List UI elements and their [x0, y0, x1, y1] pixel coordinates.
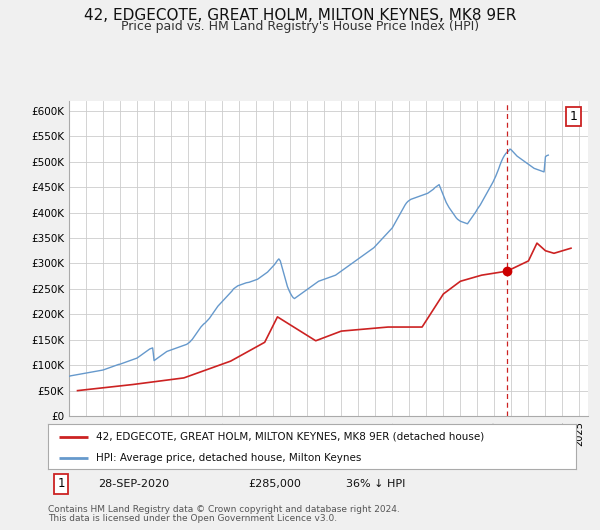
Text: Contains HM Land Registry data © Crown copyright and database right 2024.: Contains HM Land Registry data © Crown c… — [48, 505, 400, 514]
Text: 42, EDGECOTE, GREAT HOLM, MILTON KEYNES, MK8 9ER (detached house): 42, EDGECOTE, GREAT HOLM, MILTON KEYNES,… — [95, 431, 484, 441]
Text: 28-SEP-2020: 28-SEP-2020 — [98, 479, 169, 489]
Text: This data is licensed under the Open Government Licence v3.0.: This data is licensed under the Open Gov… — [48, 514, 337, 523]
Text: 1: 1 — [569, 110, 577, 123]
Text: Price paid vs. HM Land Registry's House Price Index (HPI): Price paid vs. HM Land Registry's House … — [121, 20, 479, 33]
Text: HPI: Average price, detached house, Milton Keynes: HPI: Average price, detached house, Milt… — [95, 453, 361, 463]
Text: 36% ↓ HPI: 36% ↓ HPI — [346, 479, 406, 489]
Text: £285,000: £285,000 — [248, 479, 302, 489]
Text: 1: 1 — [58, 478, 65, 490]
Text: 42, EDGECOTE, GREAT HOLM, MILTON KEYNES, MK8 9ER: 42, EDGECOTE, GREAT HOLM, MILTON KEYNES,… — [84, 8, 516, 23]
